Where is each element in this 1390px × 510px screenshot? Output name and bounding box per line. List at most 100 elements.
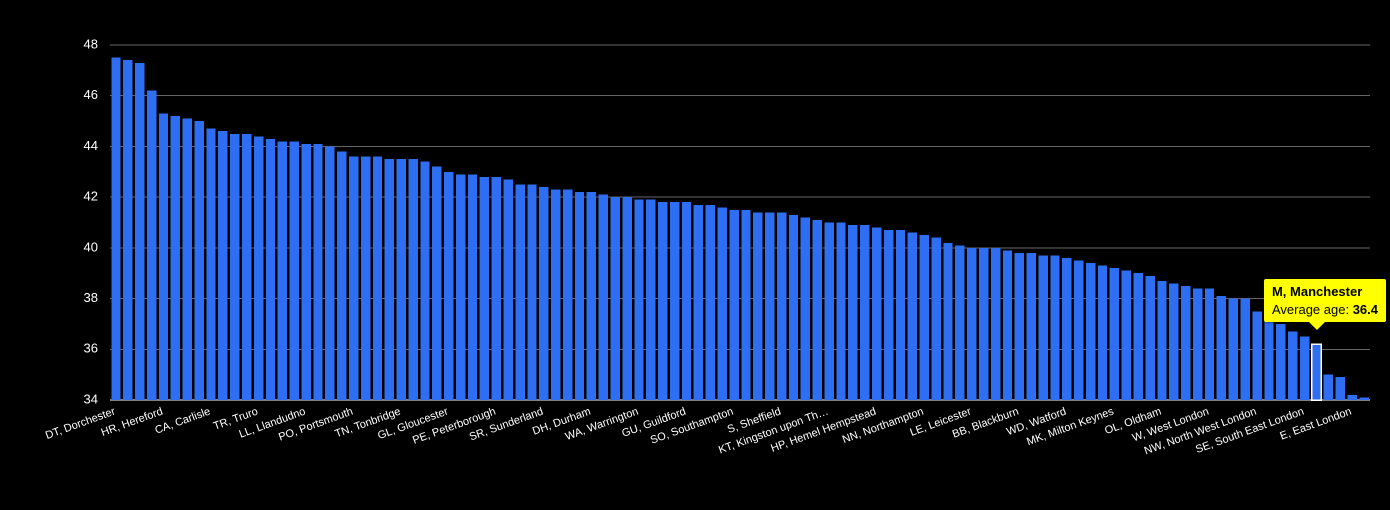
bar[interactable] bbox=[1110, 268, 1119, 400]
bar[interactable] bbox=[420, 162, 429, 400]
bar[interactable] bbox=[1252, 311, 1261, 400]
bar[interactable] bbox=[1169, 283, 1178, 400]
bar[interactable] bbox=[218, 131, 227, 400]
bar[interactable] bbox=[337, 152, 346, 401]
bar[interactable] bbox=[313, 144, 322, 400]
bar[interactable] bbox=[634, 200, 643, 400]
bar[interactable] bbox=[1288, 332, 1297, 400]
bar[interactable] bbox=[397, 159, 406, 400]
bar[interactable] bbox=[908, 233, 917, 400]
bar[interactable] bbox=[694, 205, 703, 400]
bar[interactable] bbox=[1074, 261, 1083, 400]
bar[interactable] bbox=[1062, 258, 1071, 400]
bar[interactable] bbox=[456, 174, 465, 400]
bar[interactable] bbox=[599, 195, 608, 400]
bar[interactable] bbox=[1086, 263, 1095, 400]
bar[interactable] bbox=[979, 248, 988, 400]
bar[interactable] bbox=[527, 184, 536, 400]
bar[interactable] bbox=[872, 228, 881, 400]
bar[interactable] bbox=[1347, 395, 1356, 400]
bar[interactable] bbox=[1015, 253, 1024, 400]
bar[interactable] bbox=[504, 179, 513, 400]
bar[interactable] bbox=[468, 174, 477, 400]
bar[interactable] bbox=[266, 139, 275, 400]
bar[interactable] bbox=[242, 134, 251, 400]
bar[interactable] bbox=[884, 230, 893, 400]
bar[interactable] bbox=[171, 116, 180, 400]
bar[interactable] bbox=[575, 192, 584, 400]
bar[interactable] bbox=[373, 157, 382, 400]
bar[interactable] bbox=[1038, 255, 1047, 400]
bar[interactable] bbox=[111, 58, 120, 400]
bar[interactable] bbox=[682, 202, 691, 400]
bar[interactable] bbox=[1145, 276, 1154, 400]
bar[interactable] bbox=[741, 210, 750, 400]
bar[interactable] bbox=[670, 202, 679, 400]
bar[interactable] bbox=[432, 167, 441, 400]
bar[interactable] bbox=[610, 197, 619, 400]
bar[interactable] bbox=[706, 205, 715, 400]
bar[interactable] bbox=[1300, 337, 1309, 400]
bar[interactable] bbox=[361, 157, 370, 400]
bar-highlighted[interactable] bbox=[1312, 344, 1321, 400]
bar[interactable] bbox=[991, 248, 1000, 400]
bar[interactable] bbox=[230, 134, 239, 400]
bar[interactable] bbox=[587, 192, 596, 400]
bar[interactable] bbox=[551, 190, 560, 400]
bar[interactable] bbox=[658, 202, 667, 400]
bar[interactable] bbox=[408, 159, 417, 400]
bar[interactable] bbox=[1359, 397, 1368, 400]
bar[interactable] bbox=[789, 215, 798, 400]
bar[interactable] bbox=[848, 225, 857, 400]
bar[interactable] bbox=[729, 210, 738, 400]
bar[interactable] bbox=[480, 177, 489, 400]
bar[interactable] bbox=[777, 212, 786, 400]
bar[interactable] bbox=[1336, 377, 1345, 400]
bar[interactable] bbox=[206, 129, 215, 400]
bar[interactable] bbox=[717, 207, 726, 400]
bar[interactable] bbox=[444, 172, 453, 400]
bar[interactable] bbox=[563, 190, 572, 400]
bar[interactable] bbox=[278, 141, 287, 400]
bar[interactable] bbox=[1027, 253, 1036, 400]
bar[interactable] bbox=[1122, 271, 1131, 400]
bar[interactable] bbox=[943, 243, 952, 400]
bar[interactable] bbox=[813, 220, 822, 400]
bar[interactable] bbox=[646, 200, 655, 400]
bar[interactable] bbox=[301, 144, 310, 400]
bar[interactable] bbox=[123, 60, 132, 400]
bar[interactable] bbox=[1264, 319, 1273, 400]
bar[interactable] bbox=[539, 187, 548, 400]
bar[interactable] bbox=[1276, 324, 1285, 400]
bar[interactable] bbox=[1098, 266, 1107, 400]
bar[interactable] bbox=[349, 157, 358, 400]
bar[interactable] bbox=[801, 217, 810, 400]
bar[interactable] bbox=[1134, 273, 1143, 400]
bar[interactable] bbox=[1205, 288, 1214, 400]
bar[interactable] bbox=[492, 177, 501, 400]
bar[interactable] bbox=[836, 223, 845, 401]
bar[interactable] bbox=[194, 121, 203, 400]
bar[interactable] bbox=[183, 119, 192, 400]
bar[interactable] bbox=[159, 113, 168, 400]
bar[interactable] bbox=[1324, 375, 1333, 400]
bar[interactable] bbox=[955, 245, 964, 400]
bar[interactable] bbox=[1240, 299, 1249, 400]
bar[interactable] bbox=[967, 248, 976, 400]
bar[interactable] bbox=[1181, 286, 1190, 400]
bar[interactable] bbox=[385, 159, 394, 400]
bar[interactable] bbox=[860, 225, 869, 400]
bar[interactable] bbox=[515, 184, 524, 400]
bar[interactable] bbox=[135, 63, 144, 400]
bar[interactable] bbox=[622, 197, 631, 400]
bar[interactable] bbox=[290, 141, 299, 400]
bar[interactable] bbox=[920, 235, 929, 400]
bar[interactable] bbox=[765, 212, 774, 400]
bar[interactable] bbox=[824, 223, 833, 401]
bar[interactable] bbox=[931, 238, 940, 400]
bar[interactable] bbox=[1229, 299, 1238, 400]
bar[interactable] bbox=[753, 212, 762, 400]
bar[interactable] bbox=[325, 146, 334, 400]
bar[interactable] bbox=[896, 230, 905, 400]
bar[interactable] bbox=[1050, 255, 1059, 400]
